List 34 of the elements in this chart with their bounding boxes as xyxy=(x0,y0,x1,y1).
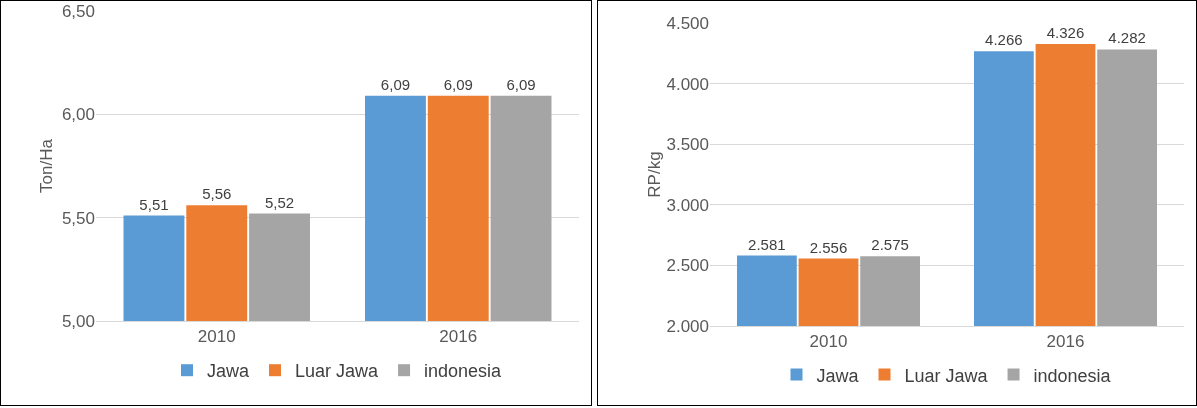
legend-label: Jawa xyxy=(207,361,251,382)
data-label: 2.556 xyxy=(809,238,848,256)
data-label: 5,56 xyxy=(202,185,232,203)
legend-label: indonesia xyxy=(1033,365,1112,386)
y-tick-label: 3.500 xyxy=(666,135,709,155)
y-tick-label: 3.000 xyxy=(666,195,709,215)
data-label: 4.282 xyxy=(1108,29,1146,47)
y-tick-label: 5,50 xyxy=(61,208,95,228)
x-tick-label: 2016 xyxy=(1046,332,1085,352)
x-tick-label: 2010 xyxy=(197,327,236,347)
y-tick-label: 4.500 xyxy=(666,13,709,33)
y-tick-label: 5,00 xyxy=(61,311,95,331)
data-label: 2.581 xyxy=(748,235,786,253)
y-tick-label: 6,00 xyxy=(61,105,95,125)
y-tick-label: 2.500 xyxy=(666,256,709,276)
y-tick-label: 6,50 xyxy=(61,1,95,21)
legend-label: Luar Jawa xyxy=(904,365,989,386)
data-label: 2.575 xyxy=(871,236,909,254)
data-label: 6,09 xyxy=(443,75,473,93)
x-tick-label: 2010 xyxy=(809,332,848,352)
y-axis-title: RP/kg xyxy=(645,151,665,198)
data-label: 6,09 xyxy=(506,75,536,93)
data-label: 4.326 xyxy=(1046,24,1085,42)
legend-label: Jawa xyxy=(816,365,860,386)
data-label: 4.266 xyxy=(985,31,1023,49)
legend-label: indonesia xyxy=(424,361,503,382)
x-tick-label: 2016 xyxy=(439,327,478,347)
y-tick-label: 2.000 xyxy=(666,316,709,336)
data-label: 6,09 xyxy=(380,75,411,93)
y-tick-label: 4.000 xyxy=(666,74,709,94)
y-axis-title: Ton/Ha xyxy=(37,138,56,193)
data-label: 5,52 xyxy=(264,193,295,211)
data-label: 5,51 xyxy=(139,195,169,213)
legend-label: Luar Jawa xyxy=(295,361,380,382)
